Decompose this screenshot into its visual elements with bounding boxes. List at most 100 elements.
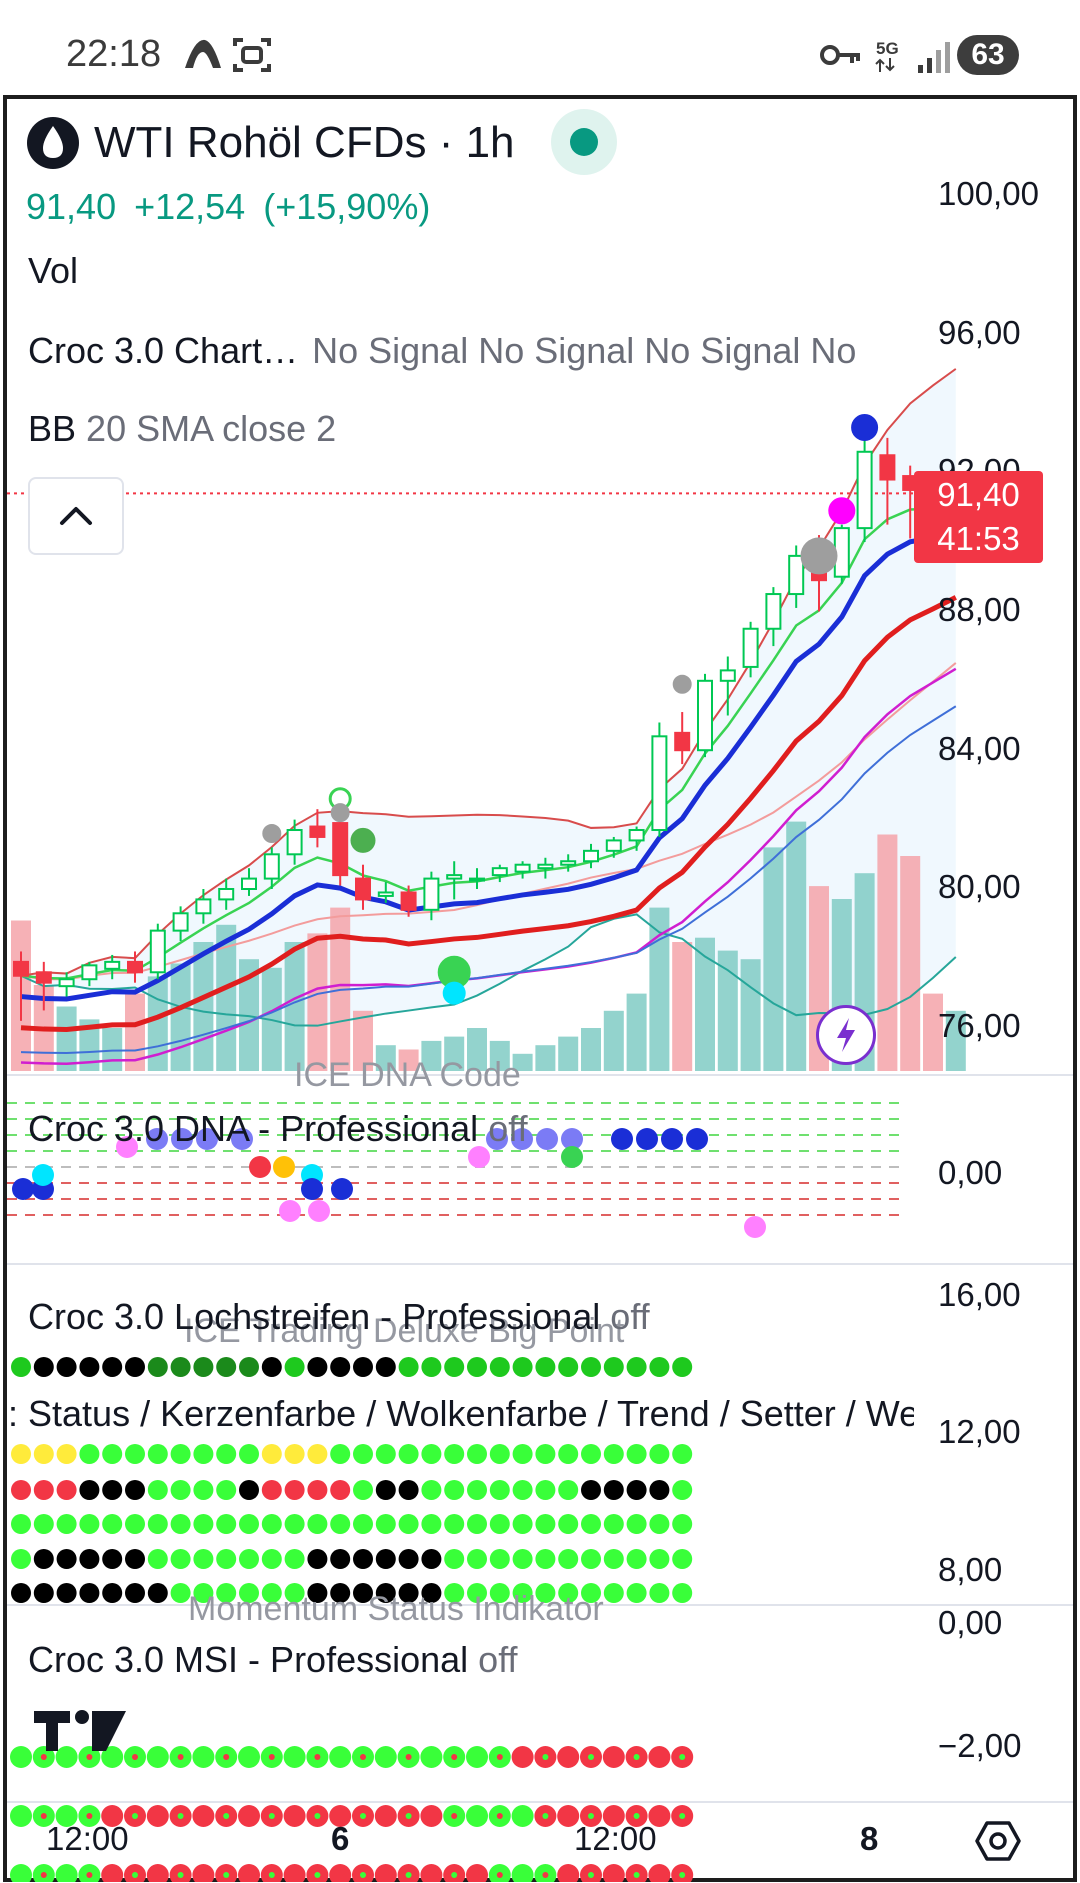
signal-icon — [918, 42, 950, 73]
msi-dot-center — [268, 1872, 275, 1878]
loch-dot — [33, 1444, 54, 1464]
loch-dot — [170, 1549, 191, 1569]
price-change-line: 91,40 +12,54 (+15,90%) — [26, 186, 448, 228]
msi-pane-title[interactable]: Croc 3.0 MSI - Professional off — [28, 1639, 518, 1681]
loch-dot — [79, 1549, 100, 1569]
legend-vol[interactable]: Vol — [28, 250, 79, 291]
5g-icon: 5G — [876, 39, 899, 58]
msi-title: Croc 3.0 MSI - Professional — [28, 1639, 469, 1680]
candle-body — [605, 839, 622, 852]
loch-dot — [330, 1480, 351, 1500]
msi-dot — [420, 1746, 443, 1768]
loch-dot — [649, 1480, 670, 1500]
loch-dot — [467, 1480, 487, 1500]
legend-bb[interactable]: BB 20 SMA close 2 — [28, 408, 336, 450]
volume-bar — [535, 1045, 556, 1071]
loch-dot — [672, 1480, 693, 1500]
candle-body — [309, 825, 326, 838]
loch-dot — [603, 1583, 624, 1603]
loch-dot — [375, 1480, 396, 1500]
collapse-legend-button[interactable] — [28, 477, 124, 555]
dna-pane-title[interactable]: Croc 3.0 DNA - Professional off — [28, 1108, 528, 1150]
loch-dot — [535, 1357, 556, 1377]
loch-dot — [672, 1514, 693, 1534]
dna-state: off — [488, 1108, 528, 1149]
dna-overlay-label: ICE DNA Code — [294, 1056, 521, 1094]
loch-dot — [353, 1549, 373, 1569]
loch-dot — [512, 1583, 533, 1603]
msi-dot-center — [314, 1872, 321, 1878]
loch-dot — [626, 1444, 647, 1464]
dna-dot — [686, 1128, 708, 1150]
volume-bar — [398, 1049, 419, 1071]
candle-body — [514, 863, 531, 873]
loch-dot — [375, 1583, 396, 1603]
loch-dot — [512, 1514, 533, 1534]
signal-marker-gray — [672, 674, 692, 694]
loch-dot — [56, 1444, 77, 1464]
volume-bar — [193, 942, 214, 1071]
loch-dot — [261, 1357, 282, 1377]
loch-dot — [444, 1549, 465, 1569]
loch-dot — [626, 1583, 647, 1603]
loch-dot — [421, 1480, 442, 1500]
price-change: +12,54 — [134, 186, 246, 227]
dna-dot — [331, 1178, 353, 1200]
candle-body — [674, 731, 691, 752]
loch-dot — [11, 1444, 31, 1464]
msi-dot-center — [633, 1872, 640, 1878]
last-price: 91,40 — [26, 186, 117, 227]
msi-dot-center — [268, 1754, 275, 1760]
loch-dot — [79, 1444, 100, 1464]
candle-body — [195, 898, 212, 915]
volume-bar — [467, 1028, 487, 1071]
loch-dot — [672, 1357, 693, 1377]
msi-dot-center — [542, 1813, 549, 1819]
loch-dot — [79, 1357, 100, 1377]
msi-axis-label: 0,00 — [938, 1604, 1003, 1641]
flash-button[interactable] — [816, 1005, 876, 1065]
settings-icon[interactable] — [975, 1818, 1021, 1864]
legend-croc[interactable]: Croc 3.0 Chart… No Signal No Signal No Si… — [28, 330, 900, 372]
candle-body — [172, 912, 189, 932]
price-axis-label: 88,00 — [938, 591, 1021, 628]
loch-dot — [398, 1357, 419, 1377]
symbol-header[interactable]: WTI Rohöl CFDs · 1h — [26, 115, 515, 171]
candle-body — [856, 450, 873, 530]
dna-dot — [486, 1128, 508, 1150]
msi-dot — [511, 1864, 534, 1882]
loch-dot — [467, 1514, 487, 1534]
loch-dot — [307, 1549, 328, 1569]
msi-dot-center — [405, 1813, 412, 1819]
loch-dot — [125, 1549, 145, 1569]
loch-dot — [672, 1583, 693, 1603]
msi-dot-center — [496, 1872, 503, 1878]
loch-pane-title[interactable]: Croc 3.0 Lochstreifen - Professional off — [28, 1296, 650, 1338]
volume-bar — [877, 834, 898, 1071]
msi-dot — [511, 1805, 534, 1827]
price-axis-label: 100,00 — [938, 175, 1039, 212]
time-axis-label: 6 — [331, 1820, 350, 1857]
current-price: 91,40 — [937, 476, 1020, 513]
msi-dot-center — [86, 1872, 93, 1878]
candle-body — [355, 877, 371, 901]
candle-body — [651, 735, 668, 832]
loch-dot — [79, 1583, 100, 1603]
loch-overlay-label: ICE Trading Deluxe Big Point — [184, 1312, 625, 1350]
loch-dot — [284, 1357, 305, 1377]
loch-dot — [147, 1444, 168, 1464]
loch-dot — [467, 1549, 487, 1569]
candle-body — [58, 978, 75, 988]
loch-dot — [33, 1583, 54, 1603]
dna-dot — [32, 1164, 54, 1186]
loch-dot — [603, 1444, 624, 1464]
msi-dot — [329, 1805, 352, 1827]
msi-dot-center — [496, 1813, 503, 1819]
loch-dot — [489, 1480, 510, 1500]
loch-dot — [398, 1583, 419, 1603]
volume-bar — [581, 1028, 601, 1071]
loch-axis-label: 16,00 — [938, 1276, 1021, 1313]
volume-bar — [284, 942, 305, 1071]
dna-dot — [561, 1128, 583, 1150]
candle-body — [719, 669, 736, 682]
